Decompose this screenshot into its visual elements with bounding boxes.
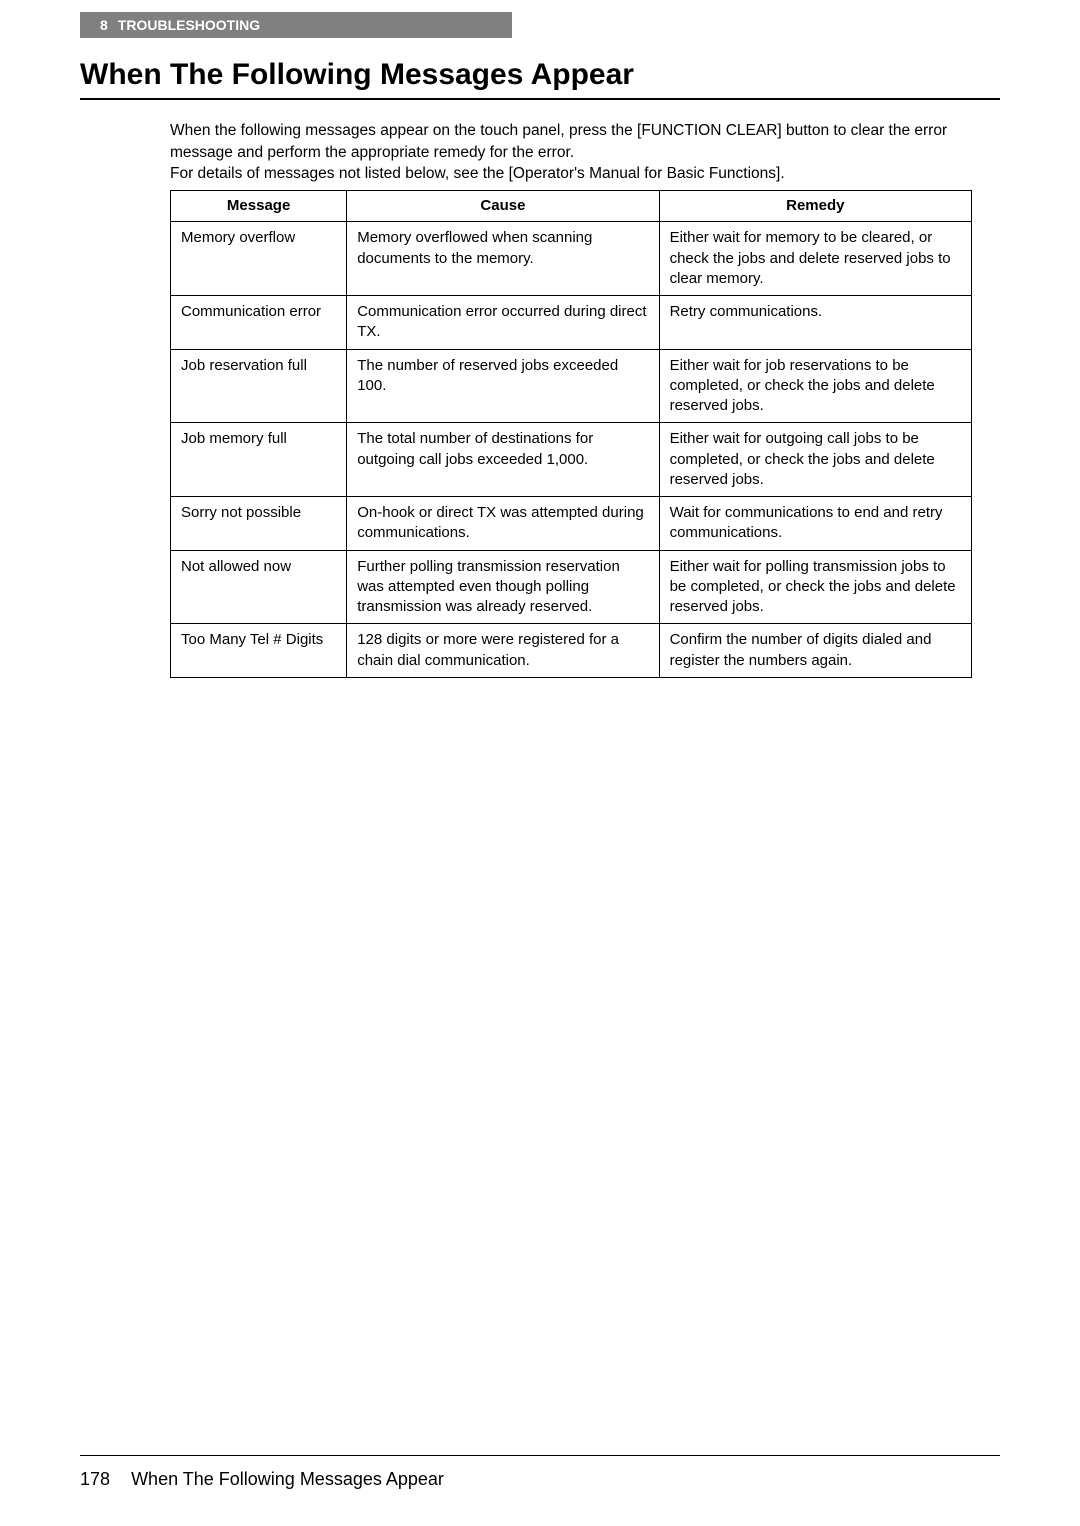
footer-content: 178 When The Following Messages Appear (80, 1469, 444, 1490)
chapter-header: 8 TROUBLESHOOTING (80, 12, 512, 38)
cell-message: Not allowed now (171, 550, 347, 624)
table-row: Not allowed now Further polling transmis… (171, 550, 972, 624)
cell-message: Communication error (171, 296, 347, 350)
footer-divider (80, 1455, 1000, 1456)
chapter-number: 8 (100, 17, 108, 33)
header-cause: Cause (347, 191, 659, 222)
table-row: Job memory full The total number of dest… (171, 423, 972, 497)
intro-line-2: For details of messages not listed below… (170, 165, 785, 182)
chapter-title: TROUBLESHOOTING (118, 17, 260, 33)
footer-title: When The Following Messages Appear (131, 1469, 444, 1489)
cell-cause: Memory overflowed when scanning document… (347, 222, 659, 296)
cell-remedy: Either wait for outgoing call jobs to be… (659, 423, 971, 497)
messages-table: Message Cause Remedy Memory overflow Mem… (170, 190, 972, 678)
intro-paragraph: When the following messages appear on th… (170, 120, 972, 185)
cell-message: Memory overflow (171, 222, 347, 296)
intro-line-1: When the following messages appear on th… (170, 122, 947, 161)
cell-cause: Communication error occurred during dire… (347, 296, 659, 350)
cell-remedy: Either wait for memory to be cleared, or… (659, 222, 971, 296)
header-remedy: Remedy (659, 191, 971, 222)
cell-message: Job memory full (171, 423, 347, 497)
cell-cause: The total number of destinations for out… (347, 423, 659, 497)
cell-remedy: Retry communications. (659, 296, 971, 350)
cell-cause: 128 digits or more were registered for a… (347, 624, 659, 678)
table-row: Memory overflow Memory overflowed when s… (171, 222, 972, 296)
header-message: Message (171, 191, 347, 222)
table-header-row: Message Cause Remedy (171, 191, 972, 222)
section-title-container: When The Following Messages Appear (80, 58, 1000, 100)
cell-message: Sorry not possible (171, 497, 347, 551)
table-row: Sorry not possible On-hook or direct TX … (171, 497, 972, 551)
cell-cause: Further polling transmission reservation… (347, 550, 659, 624)
cell-remedy: Confirm the number of digits dialed and … (659, 624, 971, 678)
cell-cause: On-hook or direct TX was attempted durin… (347, 497, 659, 551)
table-row: Too Many Tel # Digits 128 digits or more… (171, 624, 972, 678)
cell-remedy: Either wait for job reservations to be c… (659, 349, 971, 423)
table-row: Communication error Communication error … (171, 296, 972, 350)
page-number: 178 (80, 1469, 110, 1489)
table-row: Job reservation full The number of reser… (171, 349, 972, 423)
section-title: When The Following Messages Appear (80, 58, 1000, 92)
cell-remedy: Wait for communications to end and retry… (659, 497, 971, 551)
cell-cause: The number of reserved jobs exceeded 100… (347, 349, 659, 423)
cell-message: Job reservation full (171, 349, 347, 423)
cell-remedy: Either wait for polling transmission job… (659, 550, 971, 624)
cell-message: Too Many Tel # Digits (171, 624, 347, 678)
messages-table-container: Message Cause Remedy Memory overflow Mem… (170, 190, 972, 678)
